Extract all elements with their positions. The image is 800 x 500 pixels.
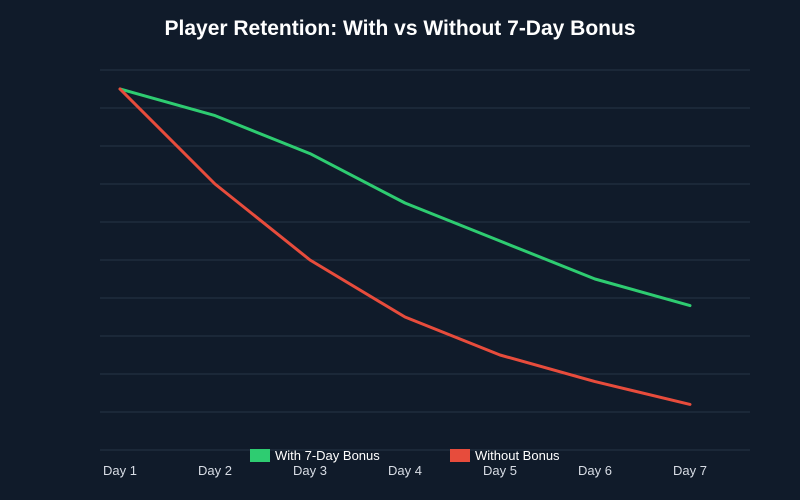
legend-swatch — [250, 449, 270, 462]
legend-label: With 7-Day Bonus — [275, 448, 380, 463]
x-tick-label: Day 5 — [483, 463, 517, 478]
legend-swatch — [450, 449, 470, 462]
legend-item[interactable]: With 7-Day Bonus — [250, 448, 380, 463]
series-line-2 — [118, 87, 692, 406]
x-tick-label: Day 4 — [388, 463, 422, 478]
x-tick-label: Day 6 — [578, 463, 612, 478]
legend-label: Without Bonus — [475, 448, 560, 463]
legend-item[interactable]: Without Bonus — [450, 448, 560, 463]
series-line-1 — [118, 87, 692, 308]
grid — [100, 69, 750, 451]
x-tick-label: Day 7 — [673, 463, 707, 478]
chart-title: Player Retention: With vs Without 7-Day … — [165, 17, 636, 40]
x-tick-label: Day 3 — [293, 463, 327, 478]
x-tick-label: Day 2 — [198, 463, 232, 478]
legend[interactable]: With 7-Day Bonus Without Bonus — [250, 448, 560, 463]
x-axis-ticks: Day 1 Day 2 Day 3 Day 4 Day 5 Day 6 Day 7 — [103, 463, 707, 478]
x-tick-label: Day 1 — [103, 463, 137, 478]
series-lines — [118, 87, 692, 406]
